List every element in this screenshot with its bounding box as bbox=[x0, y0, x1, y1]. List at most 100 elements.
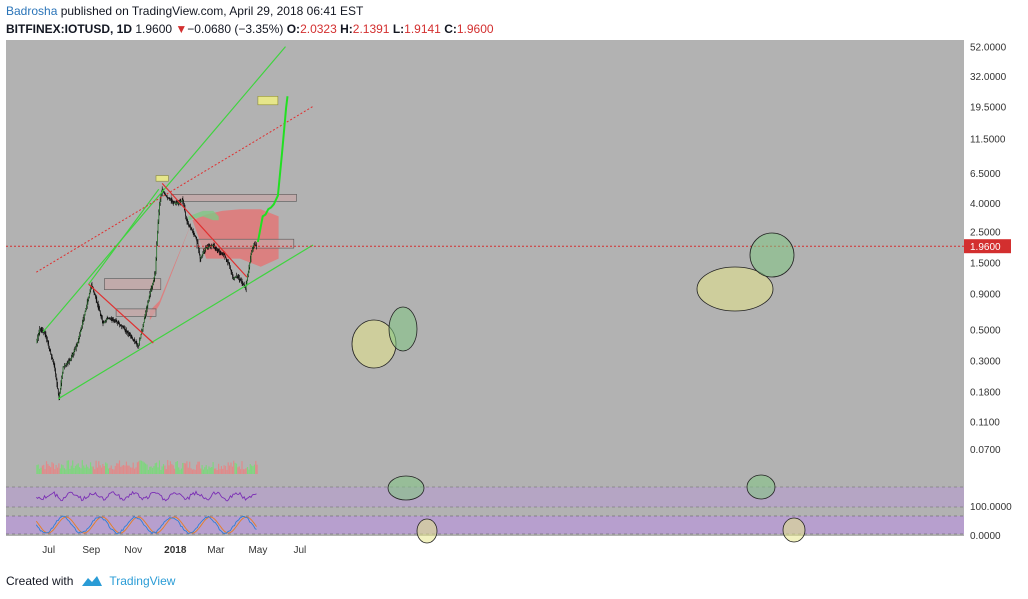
volume-bar bbox=[83, 465, 85, 474]
candle-body bbox=[146, 305, 148, 309]
close-value: 1.9600 bbox=[456, 22, 494, 36]
chart-area[interactable]: 52.0000 32.0000 19.5000 11.5000 6.5000 4.0000… bbox=[6, 40, 1022, 566]
candle-body bbox=[110, 318, 111, 320]
candle-body bbox=[59, 393, 61, 399]
volume-bar bbox=[245, 468, 247, 474]
candle-body bbox=[217, 249, 219, 251]
tradingview-logo-icon[interactable] bbox=[81, 574, 103, 588]
candle-body bbox=[134, 340, 136, 342]
candle-body bbox=[79, 331, 81, 335]
volume-bar bbox=[157, 467, 159, 474]
candle-body bbox=[128, 332, 129, 334]
volume-bar bbox=[249, 464, 251, 474]
volume-bar bbox=[185, 463, 187, 474]
price-chart[interactable]: 52.0000 32.0000 19.5000 11.5000 6.5000 4.0000… bbox=[6, 40, 1022, 566]
candlesticks bbox=[36, 186, 257, 401]
candle-body bbox=[82, 323, 83, 326]
candle-body bbox=[174, 202, 175, 204]
candle-body bbox=[202, 253, 204, 255]
candle-body bbox=[151, 286, 153, 289]
candle-body bbox=[214, 246, 216, 248]
candle-body bbox=[108, 318, 110, 320]
candle-body bbox=[70, 358, 72, 361]
candle-body bbox=[49, 348, 51, 352]
tradingview-link[interactable]: TradingView bbox=[109, 574, 176, 588]
candle-body bbox=[235, 276, 237, 278]
candle-body bbox=[227, 260, 228, 262]
candle-body bbox=[60, 388, 61, 394]
red-downtrend-line-2 bbox=[161, 182, 248, 278]
candle-body bbox=[104, 322, 105, 323]
candle-body bbox=[227, 261, 229, 264]
zone-rectangles bbox=[104, 95, 297, 317]
candle-body bbox=[179, 201, 181, 203]
candle-body bbox=[90, 287, 91, 291]
target-zone bbox=[155, 175, 169, 182]
candle-body bbox=[117, 322, 118, 323]
current-price: 1.9600 bbox=[135, 22, 173, 36]
candle-body bbox=[98, 306, 100, 309]
volume-bar bbox=[127, 465, 129, 474]
candle-body bbox=[252, 246, 254, 250]
volume-bar bbox=[73, 468, 75, 474]
volume-bar bbox=[218, 463, 220, 474]
candle-body bbox=[78, 337, 80, 341]
candle-body bbox=[189, 225, 191, 227]
candle-body bbox=[201, 256, 202, 258]
candle-body bbox=[147, 302, 149, 306]
candle-body bbox=[148, 299, 149, 303]
candle-body bbox=[73, 350, 75, 353]
volume-bar bbox=[212, 462, 214, 474]
candle-body bbox=[44, 331, 46, 335]
volume-bar bbox=[103, 466, 105, 474]
stoch-k-line bbox=[35, 515, 257, 535]
volume-bar bbox=[74, 465, 76, 474]
candle-body bbox=[192, 230, 193, 232]
volume-bar bbox=[36, 465, 38, 474]
author-link[interactable]: Badrosha bbox=[6, 4, 58, 18]
candle-body bbox=[219, 251, 221, 253]
price-axis-tick: 0.1800 bbox=[970, 388, 1001, 399]
time-axis-tick: May bbox=[248, 545, 267, 556]
candle-body bbox=[46, 336, 47, 340]
candle-body bbox=[199, 250, 200, 255]
candle-body bbox=[90, 284, 92, 288]
candle-body bbox=[169, 199, 171, 200]
volume-bar bbox=[105, 462, 107, 474]
volume-bar bbox=[205, 465, 207, 474]
highlight-ellipse bbox=[782, 517, 806, 543]
candle-body bbox=[91, 284, 93, 287]
volume-bar bbox=[132, 462, 134, 474]
candle-body bbox=[75, 346, 77, 348]
candle-body bbox=[191, 229, 193, 231]
candle-body bbox=[51, 353, 52, 357]
volume-bar bbox=[208, 466, 210, 474]
symbol-label[interactable]: BITFINEX:IOTUSD, 1D bbox=[6, 22, 133, 36]
candle-body bbox=[104, 321, 106, 323]
candle-body bbox=[135, 341, 136, 343]
volume-bar bbox=[146, 464, 148, 474]
volume-bar bbox=[48, 465, 50, 474]
volume-bar bbox=[110, 465, 112, 474]
ichimoku-cloud bbox=[149, 209, 279, 321]
candle-body bbox=[112, 319, 114, 321]
volume-bar bbox=[39, 468, 41, 474]
candle-body bbox=[197, 243, 199, 247]
volume-bar bbox=[143, 462, 145, 474]
candle-body bbox=[97, 301, 98, 305]
volume-bar bbox=[44, 469, 46, 474]
candle-body bbox=[40, 329, 42, 331]
candle-body bbox=[215, 247, 217, 249]
volume-bar bbox=[229, 465, 231, 474]
candle-body bbox=[141, 329, 143, 333]
candle-body bbox=[81, 326, 83, 329]
candle-body bbox=[115, 320, 116, 322]
candle-body bbox=[170, 199, 171, 201]
candle-body bbox=[48, 343, 50, 347]
candle-body bbox=[223, 254, 225, 256]
candle-body bbox=[154, 274, 156, 278]
volume-bar bbox=[113, 469, 115, 474]
candle-body bbox=[69, 360, 71, 362]
candle-body bbox=[105, 320, 107, 322]
volume-bar bbox=[204, 467, 206, 474]
